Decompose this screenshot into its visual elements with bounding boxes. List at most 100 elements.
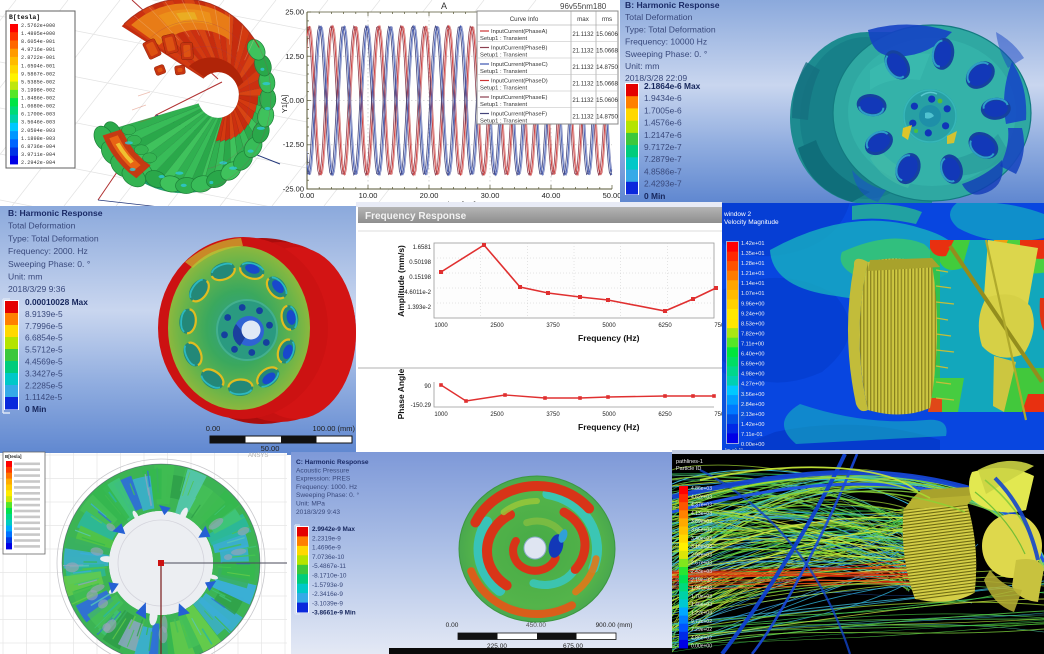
svg-text:96v55nm180: 96v55nm180 xyxy=(560,2,607,11)
svg-text:Amplitude (mm/s): Amplitude (mm/s) xyxy=(396,245,406,317)
svg-text:rms: rms xyxy=(602,16,612,23)
svg-text:5.5712e-5: 5.5712e-5 xyxy=(25,345,63,355)
svg-text:2.2942e-004: 2.2942e-004 xyxy=(21,160,55,166)
svg-text:2.2319e-9: 2.2319e-9 xyxy=(312,535,341,542)
svg-text:1.0680e-002: 1.0680e-002 xyxy=(21,104,55,110)
svg-text:-25.00: -25.00 xyxy=(283,185,304,194)
svg-text:8.9139e-5: 8.9139e-5 xyxy=(25,309,63,319)
svg-text:7.11e+00: 7.11e+00 xyxy=(741,342,764,348)
svg-text:40.00: 40.00 xyxy=(542,191,561,200)
svg-text:1.9434e-6: 1.9434e-6 xyxy=(644,93,682,103)
svg-text:Setup1 : Transient: Setup1 : Transient xyxy=(480,119,527,125)
svg-text:1.14e+01: 1.14e+01 xyxy=(741,281,765,287)
svg-text:1.1142e-5: 1.1142e-5 xyxy=(25,392,62,402)
svg-text:3.89e+03: 3.89e+03 xyxy=(691,519,712,525)
svg-text:20.00: 20.00 xyxy=(420,191,439,200)
svg-text:12.50: 12.50 xyxy=(285,52,304,61)
svg-text:InputCurrent(PhaseE): InputCurrent(PhaseE) xyxy=(491,95,547,101)
svg-text:Phase Angle: Phase Angle xyxy=(396,368,406,419)
svg-text:6.8736e-004: 6.8736e-004 xyxy=(21,144,55,150)
svg-text:ANSYS: ANSYS xyxy=(248,453,268,459)
svg-text:1.94e+03: 1.94e+03 xyxy=(691,586,712,592)
svg-text:Acoustic Pressure: Acoustic Pressure xyxy=(296,467,349,474)
svg-text:Setup1 : Transient: Setup1 : Transient xyxy=(480,69,527,75)
svg-text:2.67e+03: 2.67e+03 xyxy=(691,561,712,567)
svg-text:25.00: 25.00 xyxy=(285,8,304,17)
svg-text:7.7996e-5: 7.7996e-5 xyxy=(25,321,63,331)
svg-text:4.98e+00: 4.98e+00 xyxy=(741,372,765,378)
svg-text:6.40e+00: 6.40e+00 xyxy=(741,352,765,358)
svg-text:5.5385e-002: 5.5385e-002 xyxy=(21,79,55,85)
svg-text:B: Harmonic Response: B: Harmonic Response xyxy=(625,0,720,10)
svg-text:-2.3416e-9: -2.3416e-9 xyxy=(312,591,343,598)
svg-text:90: 90 xyxy=(424,384,431,390)
svg-text:A: A xyxy=(441,1,447,11)
svg-text:3750: 3750 xyxy=(546,412,560,418)
svg-text:-150.29: -150.29 xyxy=(411,403,432,409)
svg-text:Total Deformation: Total Deformation xyxy=(8,221,76,231)
svg-text:Frequency (Hz): Frequency (Hz) xyxy=(578,422,640,432)
svg-text:2.84e+00: 2.84e+00 xyxy=(741,402,765,408)
svg-text:B: Harmonic Response: B: Harmonic Response xyxy=(8,208,103,218)
svg-text:-12.50: -12.50 xyxy=(283,140,304,149)
svg-text:1.6581: 1.6581 xyxy=(413,245,432,251)
svg-text:5000: 5000 xyxy=(602,412,616,418)
svg-text:15.0668: 15.0668 xyxy=(596,82,618,88)
svg-text:1000: 1000 xyxy=(434,323,448,329)
svg-text:2500: 2500 xyxy=(490,323,504,329)
svg-text:9.7172e-7: 9.7172e-7 xyxy=(644,142,682,152)
svg-text:7.82e+00: 7.82e+00 xyxy=(741,331,765,337)
svg-text:0.00: 0.00 xyxy=(300,191,315,200)
svg-text:6250: 6250 xyxy=(658,412,672,418)
svg-text:2500: 2500 xyxy=(490,412,504,418)
svg-text:1.1898e-003: 1.1898e-003 xyxy=(21,136,55,142)
svg-text:Frequency: 10000 Hz: Frequency: 10000 Hz xyxy=(625,37,707,47)
svg-text:0.00010028 Max: 0.00010028 Max xyxy=(25,297,88,307)
svg-text:675.00: 675.00 xyxy=(563,643,583,650)
svg-text:1.46e+03: 1.46e+03 xyxy=(691,602,712,608)
svg-text:15.0606: 15.0606 xyxy=(596,98,618,104)
svg-text:Frequency Response: Frequency Response xyxy=(365,211,467,222)
svg-text:4.9716e-001: 4.9716e-001 xyxy=(21,47,55,53)
svg-text:7500: 7500 xyxy=(714,412,728,418)
svg-text:Frequency: 1000. Hz: Frequency: 1000. Hz xyxy=(296,484,357,491)
svg-text:-3.8661e-9 Min: -3.8661e-9 Min xyxy=(312,610,356,617)
svg-text:3.56e+00: 3.56e+00 xyxy=(741,392,765,398)
svg-text:2.1864e-6 Max: 2.1864e-6 Max xyxy=(644,81,701,91)
svg-text:4.27e+00: 4.27e+00 xyxy=(741,382,765,388)
svg-text:-3.1039e-9: -3.1039e-9 xyxy=(312,600,343,607)
svg-text:0.00e+00: 0.00e+00 xyxy=(691,644,712,650)
svg-text:15.0668: 15.0668 xyxy=(596,49,618,55)
svg-text:1.42e+01: 1.42e+01 xyxy=(741,241,765,247)
svg-text:30.00: 30.00 xyxy=(481,191,500,200)
svg-text:Frequency (Hz): Frequency (Hz) xyxy=(578,333,640,343)
svg-text:1.07e+01: 1.07e+01 xyxy=(741,291,765,297)
svg-text:-1.5793e-9: -1.5793e-9 xyxy=(312,582,343,589)
svg-text:0.00: 0.00 xyxy=(446,622,459,629)
svg-text:0 Min: 0 Min xyxy=(644,191,665,201)
svg-text:2018/3/29 9:36: 2018/3/29 9:36 xyxy=(8,284,66,294)
svg-text:2018/3/28 22:09: 2018/3/28 22:09 xyxy=(625,73,687,83)
svg-text:5000: 5000 xyxy=(602,323,616,329)
svg-text:50.00: 50.00 xyxy=(603,191,622,200)
svg-text:1.22e+03: 1.22e+03 xyxy=(691,611,712,617)
svg-text:7.2879e-7: 7.2879e-7 xyxy=(644,154,682,164)
svg-text:0.00e+00: 0.00e+00 xyxy=(741,442,765,448)
svg-text:InputCurrent(PhaseA): InputCurrent(PhaseA) xyxy=(491,29,547,35)
svg-text:0.15198: 0.15198 xyxy=(409,275,431,281)
svg-text:50.00: 50.00 xyxy=(261,444,280,453)
svg-text:3.9711e-004: 3.9711e-004 xyxy=(21,152,55,158)
svg-text:Velocity Magnitude: Velocity Magnitude xyxy=(724,219,779,226)
svg-text:InputCurrent(PhaseF): InputCurrent(PhaseF) xyxy=(491,112,547,118)
svg-text:2018/3/29 9:43: 2018/3/29 9:43 xyxy=(296,509,340,516)
svg-text:2.13e+00: 2.13e+00 xyxy=(741,412,765,418)
svg-text:Setup1 : Transient: Setup1 : Transient xyxy=(480,102,527,108)
svg-text:Unit: MPa: Unit: MPa xyxy=(296,501,325,508)
svg-text:2.4293e-7: 2.4293e-7 xyxy=(644,179,682,189)
svg-text:9.72e+02: 9.72e+02 xyxy=(691,619,712,625)
svg-text:4.86e+02: 4.86e+02 xyxy=(691,635,712,641)
svg-text:7500: 7500 xyxy=(714,323,728,329)
svg-text:1.21e+01: 1.21e+01 xyxy=(741,271,765,277)
svg-text:B[tesla]: B[tesla] xyxy=(5,454,22,459)
svg-text:B[tesla]: B[tesla] xyxy=(9,14,40,21)
